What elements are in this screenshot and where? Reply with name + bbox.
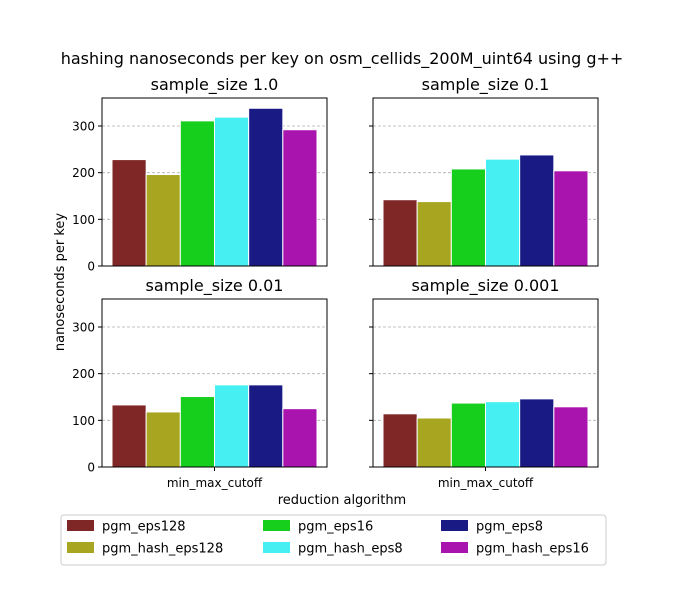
chart-title: hashing nanoseconds per key on osm_celli…: [61, 49, 624, 69]
bar: [382, 199, 418, 267]
bar: [282, 408, 318, 468]
legend-swatch: [441, 542, 468, 553]
bar: [214, 384, 250, 468]
subplots: 0 100 200 300 sample_size 1.0 sample_size 0.1…: [72, 75, 599, 490]
x-tick-label: min_max_cutoff: [438, 476, 534, 490]
bar: [145, 411, 181, 468]
subplot: 0 100 200 300 sample_size 0.01 min_max_cutoff: [72, 276, 328, 490]
x-axis-label: reduction algorithm: [278, 493, 406, 508]
bar: [485, 401, 521, 468]
bar: [450, 168, 487, 267]
legend-label: pgm_hash_eps128: [102, 542, 223, 557]
subplot: sample_size 0.001 min_max_cutoff: [369, 276, 599, 490]
bar: [553, 170, 589, 267]
legend-swatch: [263, 520, 290, 531]
y-axis-label: nanoseconds per key: [53, 213, 68, 351]
y-tick-label: 200: [72, 166, 95, 180]
legend-swatch: [263, 542, 290, 553]
bar: [282, 129, 318, 267]
y-tick-label: 200: [72, 367, 95, 381]
legend: pgm_eps128 pgm_hash_eps128 pgm_eps16 pgm_ha…: [60, 514, 607, 566]
legend-item: pgm_hash_eps128: [67, 542, 223, 557]
legend-swatch: [441, 520, 468, 531]
bar: [519, 398, 555, 468]
bar: [416, 201, 452, 267]
bar: [519, 154, 555, 267]
bar: [214, 116, 250, 267]
legend-item: pgm_eps128: [67, 520, 186, 535]
x-tick-label: min_max_cutoff: [167, 476, 263, 490]
subplot-title: sample_size 0.1: [422, 75, 550, 95]
legend-label: pgm_eps16: [298, 520, 373, 535]
legend-frame: [60, 514, 607, 566]
legend-label: pgm_hash_eps8: [298, 542, 403, 557]
y-tick-label: 100: [72, 213, 95, 227]
bar: [485, 158, 521, 267]
y-tick-label: 300: [72, 120, 95, 134]
bar: [382, 413, 418, 468]
subplot-title: sample_size 1.0: [151, 75, 279, 95]
legend-item: pgm_eps16: [263, 520, 373, 535]
y-tick-label: 100: [72, 414, 95, 428]
plot-frame: [101, 97, 328, 267]
bar: [553, 406, 589, 468]
bar: [416, 417, 452, 468]
bar: [179, 396, 215, 468]
bar: [145, 174, 181, 267]
legend-label: pgm_eps8: [476, 520, 543, 535]
bar: [179, 120, 215, 267]
subplot: sample_size 0.1: [369, 75, 599, 267]
legend-label: pgm_hash_eps16: [476, 542, 589, 557]
legend-item: pgm_hash_eps16: [441, 542, 589, 557]
legend-swatch: [67, 520, 94, 531]
legend-item: pgm_eps8: [441, 520, 543, 535]
subplot-title: sample_size 0.001: [411, 276, 559, 296]
legend-label: pgm_eps128: [102, 520, 186, 535]
legend-swatch: [67, 542, 94, 553]
plot-frame: [372, 97, 599, 267]
bar: [450, 402, 487, 468]
bar: [248, 384, 284, 468]
subplot-title: sample_size 0.01: [146, 276, 284, 296]
bar: [248, 107, 284, 267]
bar: [111, 159, 147, 267]
y-tick-label: 0: [87, 461, 95, 475]
bar: [111, 404, 147, 468]
legend-item: pgm_hash_eps8: [263, 542, 403, 557]
subplot: 0 100 200 300 sample_size 1.0: [72, 75, 328, 274]
y-tick-label: 300: [72, 321, 95, 335]
y-tick-label: 0: [87, 260, 95, 274]
